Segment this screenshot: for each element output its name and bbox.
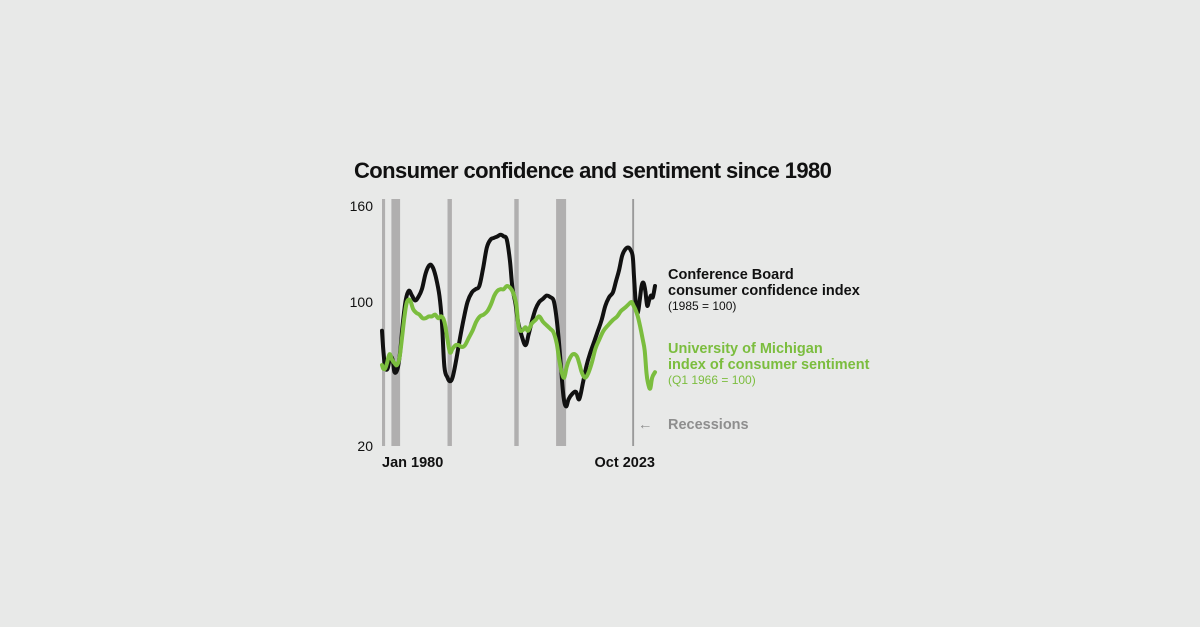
recession-bands bbox=[382, 199, 635, 446]
recessions-label: Recessions bbox=[668, 417, 749, 433]
recession-band bbox=[632, 199, 635, 446]
y-tick-label: 160 bbox=[350, 198, 374, 214]
recession-band bbox=[391, 199, 401, 446]
legend-label-line-2: consumer confidence index bbox=[668, 283, 860, 299]
series-lines bbox=[380, 232, 657, 409]
x-tick-end: Oct 2023 bbox=[595, 455, 655, 471]
michigan-sentiment-line bbox=[380, 283, 657, 391]
recession-band bbox=[556, 199, 567, 446]
recession-band bbox=[447, 199, 452, 446]
y-tick-label: 100 bbox=[350, 294, 374, 310]
legend-label-line-1: University of Michigan bbox=[668, 341, 823, 357]
legend-note: (1985 = 100) bbox=[668, 299, 736, 313]
legend-michigan: University of Michigan index of consumer… bbox=[668, 341, 870, 387]
legend-label-line-1: Conference Board bbox=[668, 267, 794, 283]
legend-label-line-2: index of consumer sentiment bbox=[668, 357, 870, 373]
x-tick-start: Jan 1980 bbox=[382, 455, 443, 471]
legend-note: (Q1 1966 = 100) bbox=[668, 373, 756, 387]
arrow-left-icon: ← bbox=[638, 417, 653, 433]
legend-conference-board: Conference Board consumer confidence ind… bbox=[668, 267, 860, 313]
y-tick-label: 20 bbox=[357, 438, 373, 454]
recession-band bbox=[382, 199, 386, 446]
conference-board-line bbox=[380, 232, 657, 409]
chart-title: Consumer confidence and sentiment since … bbox=[354, 158, 832, 183]
legend-recessions: ← Recessions bbox=[638, 417, 749, 433]
